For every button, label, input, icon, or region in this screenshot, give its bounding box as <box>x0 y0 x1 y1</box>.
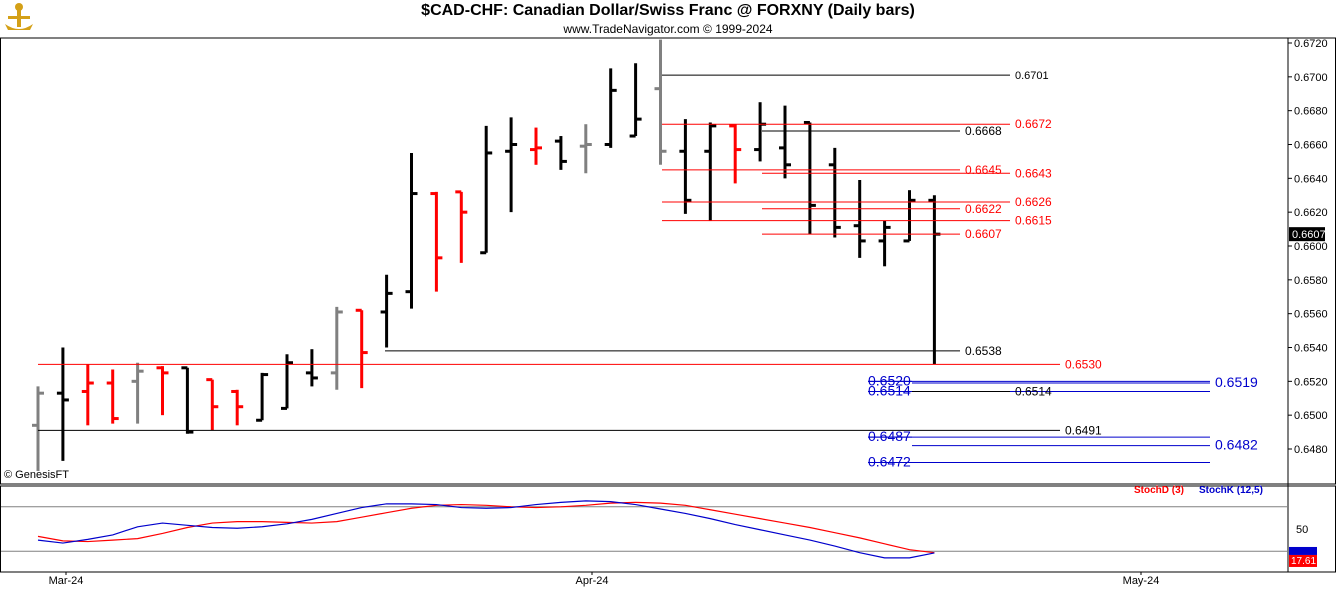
price-tick-label: 0.6660 <box>1294 140 1328 152</box>
level-label: 0.6672 <box>1015 117 1052 131</box>
date-tick-label: May-24 <box>1123 575 1160 587</box>
price-tick-label: 0.6700 <box>1294 72 1328 84</box>
level-label: 0.6514 <box>1015 384 1052 398</box>
level-label: 0.6520 <box>868 372 911 388</box>
price-tick-label: 0.6560 <box>1294 309 1328 321</box>
price-tick-label: 0.6600 <box>1294 241 1328 253</box>
price-tick-label: 0.6720 <box>1294 38 1328 50</box>
level-label: 0.6615 <box>1015 214 1052 228</box>
stochd-line <box>37 501 935 554</box>
price-tick-label: 0.6680 <box>1294 106 1328 118</box>
last-price-label: 0.6607 <box>1292 229 1326 241</box>
level-label: 0.6514 <box>868 382 911 398</box>
stoch-value-tag <box>1289 554 1317 567</box>
price-tick-label: 0.6480 <box>1294 444 1328 456</box>
price-tick-label: 0.6620 <box>1294 207 1328 219</box>
stochastic-axis-label: 50 <box>1296 524 1308 536</box>
level-label: 0.6607 <box>965 227 1002 241</box>
price-tick-label: 0.6540 <box>1294 343 1328 355</box>
date-tick-label: Mar-24 <box>49 575 84 587</box>
stoch-k-tag <box>1289 546 1317 555</box>
level-label: 0.6530 <box>1065 357 1102 371</box>
logo-hull <box>5 24 33 30</box>
level-label: 0.6626 <box>1015 195 1052 209</box>
level-label: 0.6487 <box>868 428 911 444</box>
level-label: 0.6622 <box>965 202 1002 216</box>
level-label: 0.6519 <box>1215 374 1258 390</box>
stochastic-last-value: 17.61 <box>1291 556 1316 567</box>
trade-navigator-logo <box>2 2 36 34</box>
level-label: 0.6643 <box>1015 166 1052 180</box>
price-panel-frame <box>0 37 1336 485</box>
level-label: 0.6645 <box>965 163 1002 177</box>
level-label: 0.6472 <box>868 454 911 470</box>
legend-stochk: StochK (12,5) <box>1199 485 1263 496</box>
price-tick-label: 0.6500 <box>1294 410 1328 422</box>
chart-subtitle: www.TradeNavigator.com © 1999-2024 <box>563 22 773 36</box>
stochastic-panel-frame <box>0 485 1336 573</box>
chart-title: $CAD-CHF: Canadian Dollar/Swiss Franc @ … <box>421 2 915 19</box>
level-label: 0.6668 <box>965 124 1002 138</box>
logo-top <box>15 3 23 11</box>
date-tick-label: Apr-24 <box>575 575 608 587</box>
level-label: 0.6491 <box>1065 423 1102 437</box>
price-tick-label: 0.6640 <box>1294 173 1328 185</box>
price-tick-label: 0.6520 <box>1294 376 1328 388</box>
price-tick-label: 0.6580 <box>1294 275 1328 287</box>
level-label: 0.6538 <box>965 344 1002 358</box>
legend-stochd: StochD (3) <box>1134 485 1184 496</box>
credit-label: © GenesisFT <box>4 469 69 481</box>
logo-bar <box>8 16 30 19</box>
stochk-line <box>37 500 935 559</box>
last-price-tag <box>1289 227 1325 242</box>
level-label: 0.6482 <box>1215 437 1258 453</box>
level-label: 0.6701 <box>1015 70 1049 82</box>
